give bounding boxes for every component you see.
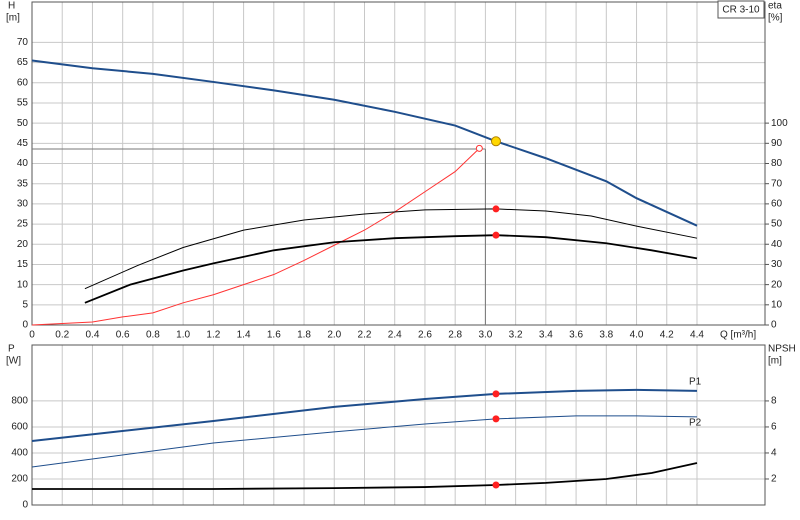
y-tick-label: 25 <box>17 219 29 230</box>
x-tick-label: 2.0 <box>327 330 341 341</box>
y2-tick-label: 60 <box>771 199 783 210</box>
x-tick-label: 2.2 <box>358 330 372 341</box>
series-line <box>31 415 697 468</box>
series-line <box>84 208 698 290</box>
y-axis-unit: [W] <box>6 356 21 367</box>
y-tick-label: 0 <box>22 320 28 331</box>
y-tick-label: 0 <box>22 500 28 511</box>
y2-tick-label: 20 <box>771 279 783 290</box>
y2-tick-label: 50 <box>771 219 783 230</box>
y-tick-label: 20 <box>17 239 29 250</box>
y2-tick-label: 100 <box>771 118 788 129</box>
x-tick-label: 4.4 <box>690 330 704 341</box>
x-tick-label: 0.4 <box>86 330 100 341</box>
series-line <box>31 388 698 442</box>
y2-tick-label: 80 <box>771 158 783 169</box>
series-line <box>84 234 698 304</box>
operating-point <box>492 231 500 239</box>
x-tick-label: 4.2 <box>660 330 674 341</box>
operating-point <box>490 136 501 147</box>
y2-tick-label: 90 <box>771 138 783 149</box>
y-axis-label: P <box>8 344 15 355</box>
series-label: P2 <box>689 418 702 429</box>
y-tick-label: 60 <box>17 77 29 88</box>
y-tick-label: 800 <box>11 396 28 407</box>
x-tick-label: 1.6 <box>267 330 281 341</box>
y2-tick-label: 8 <box>771 396 777 407</box>
series-line <box>31 147 480 326</box>
y-axis-label: H <box>8 1 15 12</box>
y-tick-label: 45 <box>17 138 29 149</box>
y2-axis-unit: [m] <box>768 356 782 367</box>
y-tick-label: 50 <box>17 118 29 129</box>
x-tick-label: 4.0 <box>630 330 644 341</box>
x-tick-label: 0.8 <box>146 330 160 341</box>
end-marker <box>475 144 483 152</box>
y-tick-label: 600 <box>11 422 28 433</box>
y2-tick-label: 6 <box>771 422 777 433</box>
x-tick-label: 3.0 <box>478 330 492 341</box>
title-box <box>717 0 765 19</box>
y-axis-unit: [m] <box>6 13 20 24</box>
y-tick-label: 70 <box>17 37 29 48</box>
y2-tick-label: 10 <box>771 299 783 310</box>
x-tick-label: 1.2 <box>206 330 220 341</box>
x-tick-label: 2.6 <box>418 330 432 341</box>
x-tick-label: 2.8 <box>448 330 462 341</box>
y-tick-label: 15 <box>17 259 29 270</box>
operating-point <box>492 481 500 489</box>
y2-tick-label: 70 <box>771 178 783 189</box>
plot-frame <box>31 1 766 326</box>
y2-axis-label: eta <box>768 1 782 12</box>
x-tick-label: 3.4 <box>539 330 553 341</box>
y2-tick-label: 0 <box>771 320 777 331</box>
y-tick-label: 200 <box>11 474 28 485</box>
x-axis-label: Q [m³/h] <box>720 330 756 341</box>
y2-tick-label: 40 <box>771 239 783 250</box>
y-tick-label: 30 <box>17 199 29 210</box>
y2-tick-label: 2 <box>771 474 777 485</box>
x-tick-label: 1.4 <box>237 330 251 341</box>
x-tick-label: 3.8 <box>599 330 613 341</box>
y2-tick-label: 4 <box>771 448 777 459</box>
operating-point <box>492 205 500 213</box>
operating-point <box>492 390 500 398</box>
x-tick-label: 0.2 <box>55 330 69 341</box>
x-tick-label: 2.4 <box>388 330 402 341</box>
y-tick-label: 5 <box>22 299 28 310</box>
operating-point <box>492 415 500 423</box>
chart-title: CR 3-10 <box>722 5 760 16</box>
y-tick-label: 40 <box>17 158 29 169</box>
series-label: P1 <box>689 377 702 388</box>
y-tick-label: 10 <box>17 279 29 290</box>
y-tick-label: 55 <box>17 98 29 109</box>
x-tick-label: 0 <box>29 330 35 341</box>
x-tick-label: 3.6 <box>569 330 583 341</box>
y-tick-label: 35 <box>17 178 29 189</box>
y2-axis-unit: [%] <box>768 13 783 24</box>
y-tick-label: 65 <box>17 57 29 68</box>
series-line <box>31 59 698 227</box>
y-tick-label: 400 <box>11 448 28 459</box>
x-tick-label: 1.0 <box>176 330 190 341</box>
x-tick-label: 1.8 <box>297 330 311 341</box>
x-tick-label: 0.6 <box>116 330 130 341</box>
plot-frame <box>31 344 766 506</box>
y2-tick-label: 30 <box>771 259 783 270</box>
y2-axis-label: NPSH <box>768 344 796 355</box>
x-tick-label: 3.2 <box>509 330 523 341</box>
